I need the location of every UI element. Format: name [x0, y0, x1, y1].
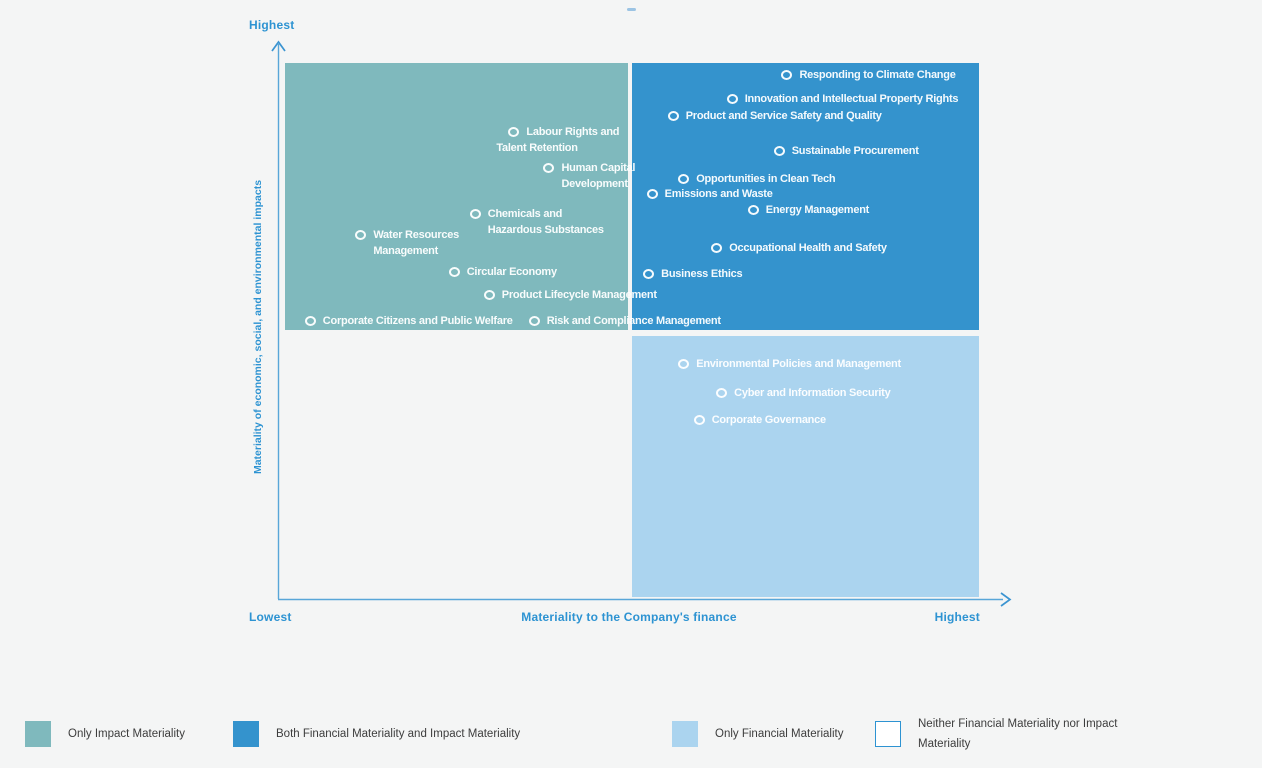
point-label: Innovation and Intellectual Property Rig…: [744, 92, 959, 105]
data-point-risk-and-compliance-management: Risk and Compliance Management: [528, 313, 721, 329]
point-label: Product Lifecycle Management: [501, 289, 657, 302]
data-point-chemicals-and-hazardous-substances: Chemicals and Hazardous Substances: [469, 206, 604, 238]
data-point-cyber-and-information-security: Cyber and Information Security: [716, 385, 891, 401]
legend-label: Only Impact Materiality: [68, 727, 185, 740]
data-point-business-ethics: Business Ethics: [643, 266, 743, 282]
data-point-innovation-and-intellectual-property-rights: Innovation and Intellectual Property Rig…: [726, 91, 959, 107]
data-point-product-lifecycle-management: Product Lifecycle Management: [483, 287, 657, 303]
data-point-corporate-governance: Corporate Governance: [693, 412, 826, 428]
point-marker-icon: [716, 388, 728, 399]
point-marker-icon: [304, 315, 316, 326]
legend-item-only-impact-materiality: Only Impact Materiality: [25, 720, 185, 747]
point-label: Risk and Compliance Management: [546, 314, 721, 327]
point-label: Corporate Governance: [711, 413, 826, 426]
point-label: Water Resources Management: [373, 228, 460, 257]
point-label: Labour Rights and Talent Retention: [496, 126, 620, 154]
point-marker-icon: [528, 315, 540, 326]
point-marker-icon: [726, 93, 738, 104]
point-marker-icon: [667, 110, 679, 121]
legend-swatch-icon: [25, 720, 51, 747]
point-marker-icon: [678, 359, 690, 370]
x-axis-min-label: Lowest: [249, 610, 292, 624]
point-marker-icon: [483, 290, 495, 301]
x-axis-title: Materiality to the Company's finance: [521, 610, 737, 624]
point-marker-icon: [678, 174, 690, 185]
legend-swatch-icon: [233, 720, 259, 747]
quadrant-only-financial-materiality: Environmental Policies and Management Cyb…: [632, 336, 979, 597]
data-point-corporate-citizens-and-public-welfare: Corporate Citizens and Public Welfare: [304, 313, 513, 329]
y-axis-max-label: Highest: [249, 18, 295, 32]
point-marker-icon: [773, 145, 785, 156]
point-marker-icon: [711, 243, 723, 254]
legend-item-neither-financial-materiality-nor-impact-materiality: Neither Financial Materiality nor Impact…: [875, 718, 1158, 750]
point-label: Chemicals and Hazardous Substances: [487, 207, 604, 236]
point-label: Energy Management: [765, 204, 870, 217]
x-axis-arrowhead-icon: [1000, 592, 1012, 607]
data-point-energy-management: Energy Management: [747, 202, 870, 218]
data-point-labour-rights-and-talent-retention: Labour Rights and Talent Retention: [496, 124, 620, 156]
point-label: Circular Economy: [466, 266, 557, 279]
legend-swatch-icon: [875, 720, 901, 747]
x-axis-max-label: Highest: [934, 610, 980, 624]
point-marker-icon: [693, 414, 705, 425]
quadrant-only-impact-materiality: Labour Rights and Talent Retention Human C…: [285, 63, 721, 330]
point-label: Corporate Citizens and Public Welfare: [322, 314, 513, 327]
point-label: Opportunities in Clean Tech: [696, 173, 836, 186]
point-label: Responding to Climate Change: [799, 68, 956, 81]
point-label: Sustainable Procurement: [791, 144, 919, 157]
top-dash-decoration: [627, 8, 636, 11]
point-label: Product and Service Safety and Quality: [685, 109, 882, 122]
point-marker-icon: [643, 268, 655, 279]
quadrant-both-financial-and-impact-materiality: Responding to Climate Change Innovation a…: [632, 63, 979, 330]
point-marker-icon: [781, 69, 793, 80]
point-label: Environmental Policies and Management: [696, 358, 901, 371]
legend-item-both-financial-materiality-and-impact-materiality: Both Financial Materiality and Impact Ma…: [233, 720, 520, 747]
data-point-occupational-health-and-safety: Occupational Health and Safety: [711, 240, 887, 256]
data-point-emissions-and-waste: Emissions and Waste: [646, 186, 773, 202]
point-marker-icon: [646, 189, 658, 200]
point-label: Business Ethics: [661, 267, 743, 280]
point-label: Emissions and Waste: [664, 188, 773, 201]
point-marker-icon: [508, 127, 520, 137]
data-point-human-capital-development: Human Capital Development: [543, 160, 635, 192]
legend-label: Only Financial Materiality: [715, 727, 844, 740]
data-point-responding-to-climate-change: Responding to Climate Change: [781, 67, 956, 83]
data-point-sustainable-procurement: Sustainable Procurement: [773, 143, 919, 159]
point-marker-icon: [448, 267, 460, 278]
point-label: Human Capital Development: [561, 161, 636, 190]
point-marker-icon: [469, 208, 481, 219]
legend-item-only-financial-materiality: Only Financial Materiality: [672, 720, 843, 747]
point-marker-icon: [355, 229, 367, 240]
point-label: Cyber and Information Security: [734, 387, 891, 400]
legend-swatch-icon: [672, 720, 698, 747]
data-point-environmental-policies-and-management: Environmental Policies and Management: [678, 356, 901, 372]
data-point-circular-economy: Circular Economy: [448, 264, 557, 280]
point-marker-icon: [543, 162, 555, 173]
legend-label: Neither Financial Materiality nor Impact…: [918, 717, 1118, 750]
y-axis-arrowhead-icon: [271, 40, 286, 52]
legend-label: Both Financial Materiality and Impact Ma…: [276, 727, 521, 740]
point-label: Occupational Health and Safety: [729, 242, 887, 255]
point-marker-icon: [747, 205, 759, 216]
data-point-product-and-service-safety-and-quality: Product and Service Safety and Quality: [667, 108, 882, 124]
data-point-water-resources-management: Water Resources Management: [355, 227, 459, 259]
data-point-opportunities-in-clean-tech: Opportunities in Clean Tech: [678, 171, 836, 187]
